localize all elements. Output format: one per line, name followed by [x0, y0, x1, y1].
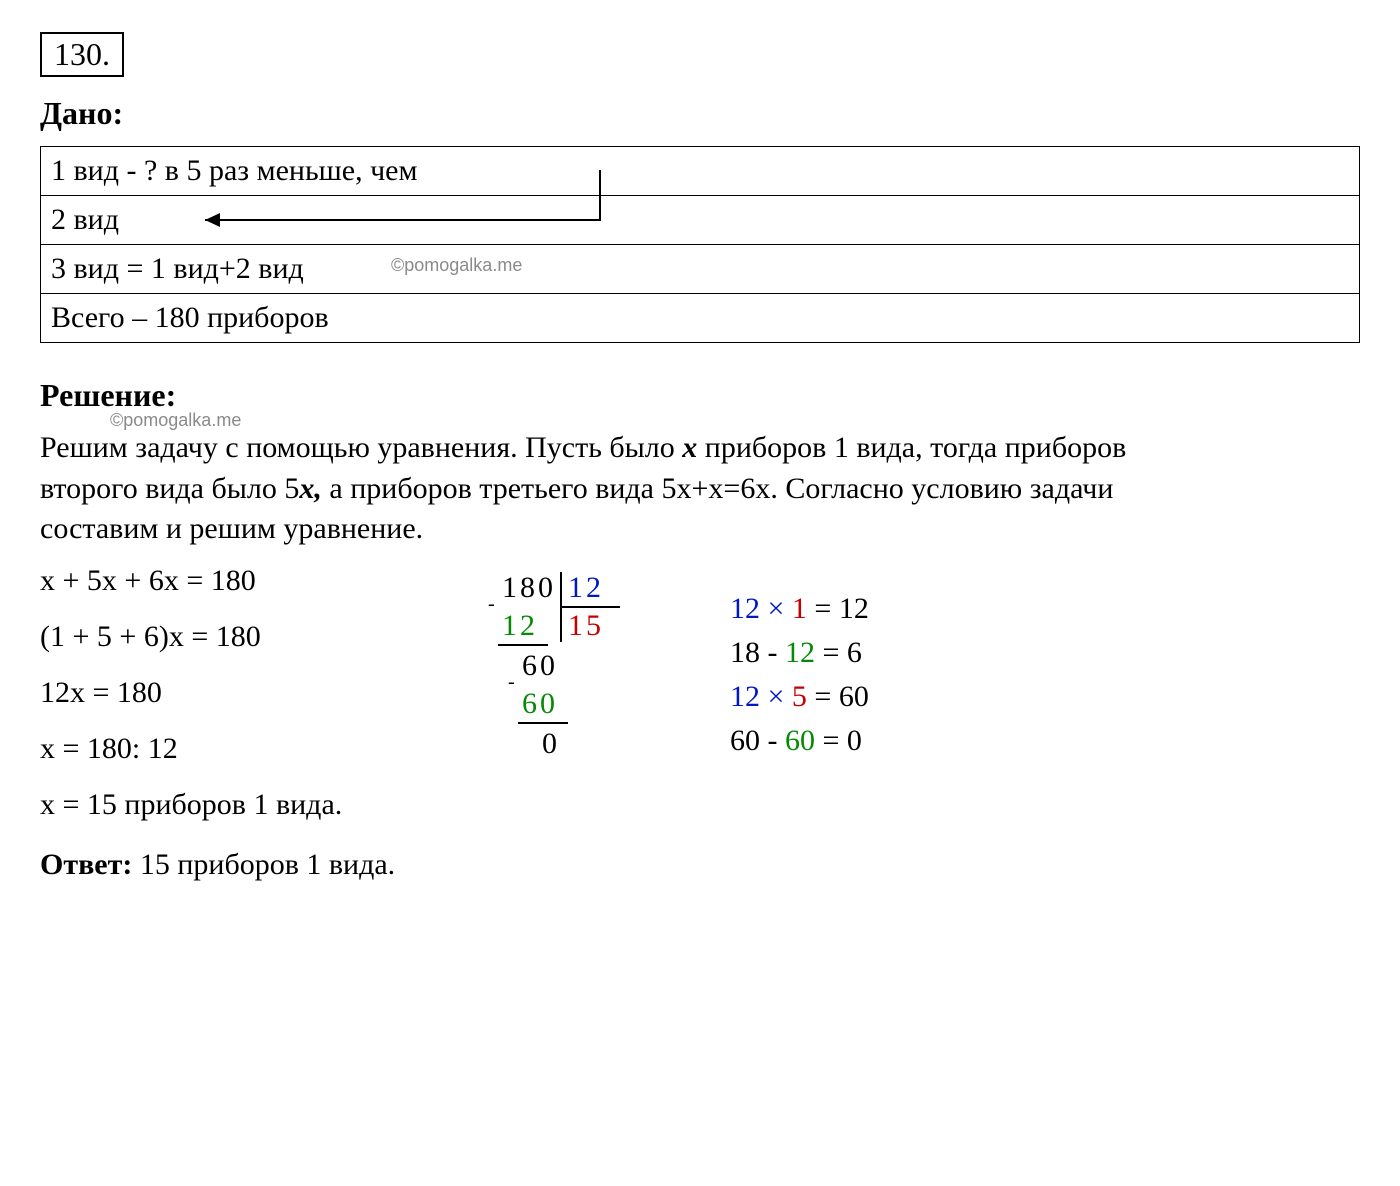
table-row: 1 вид - ? в 5 раз меньше, чем [41, 147, 1360, 196]
given-row4-text: Всего – 180 приборов [51, 301, 329, 334]
table-row: 3 вид = 1 вид+2 вид ©pomogalka.me [41, 245, 1360, 294]
given-row3-text: 3 вид = 1 вид+2 вид [51, 252, 304, 285]
equation-step: 12x = 180 [40, 676, 420, 710]
minus-icon: - [508, 670, 515, 694]
intro-var-x2: x, [299, 472, 322, 505]
sc3-mid: 5 [792, 680, 807, 713]
given-heading: Дано: [40, 95, 1360, 132]
equation-step: x = 15 приборов 1 вида. [40, 788, 420, 822]
equation-step: x = 180: 12 [40, 732, 420, 766]
ld-d1: 1 [502, 571, 517, 604]
given-table: 1 вид - ? в 5 раз меньше, чем 2 вид 3 ви… [40, 146, 1360, 343]
given-row3: 3 вид = 1 вид+2 вид ©pomogalka.me [41, 245, 1360, 294]
problem-number-box: 130. [40, 32, 124, 77]
ld-step2: 60 [522, 686, 555, 722]
ld-quotient: 15 [568, 608, 601, 644]
given-row4: Всего – 180 приборов [41, 294, 1360, 343]
intro-var-x1: x [682, 431, 697, 464]
table-row: Всего – 180 приборов [41, 294, 1360, 343]
ld-r0: 0 [540, 649, 555, 682]
ld-q5: 5 [586, 609, 601, 642]
given-row1: 1 вид - ? в 5 раз меньше, чем [41, 147, 1360, 196]
ld-s1a: 1 [502, 609, 517, 642]
ld-step1-underline [498, 644, 548, 646]
ld-final0: 0 [542, 727, 557, 760]
ld-div2: 2 [586, 571, 601, 604]
solution-intro: ©pomogalka.me Решим задачу с помощью ура… [40, 428, 1140, 550]
ld-s1b: 2 [520, 609, 535, 642]
ld-dividend: 180 [502, 570, 553, 606]
sc1-post: = 12 [807, 592, 869, 625]
side-calc-row: 12 × 1 = 12 [730, 592, 869, 626]
equation-block: x + 5x + 6x = 180 (1 + 5 + 6)x = 180 12x… [40, 564, 1360, 822]
sc1-pre: 12 × [730, 592, 792, 625]
ld-divisor: 12 [568, 570, 601, 606]
sc4-pre: 60 - [730, 724, 785, 757]
ld-r6: 6 [522, 649, 537, 682]
sc1-mid: 1 [792, 592, 807, 625]
given-row1-text: 1 вид - ? в 5 раз меньше, чем [51, 154, 417, 187]
ld-s2a: 6 [522, 687, 537, 720]
ld-div1: 1 [568, 571, 583, 604]
equation-step: (1 + 5 + 6)x = 180 [40, 620, 420, 654]
side-calc-row: 18 - 12 = 6 [730, 636, 869, 670]
ld-s2b: 0 [540, 687, 555, 720]
watermark: ©pomogalka.me [391, 255, 522, 276]
ld-d0: 0 [538, 571, 553, 604]
sc3-post: = 60 [807, 680, 869, 713]
minus-icon: - [488, 592, 495, 616]
sc2-mid: 12 [785, 636, 815, 669]
answer-text: 15 приборов 1 вида. [132, 848, 395, 881]
algebra-steps: x + 5x + 6x = 180 (1 + 5 + 6)x = 180 12x… [40, 564, 420, 822]
problem-number: 130. [54, 36, 110, 72]
ld-rem1: 60 [522, 648, 555, 684]
answer-label: Ответ: [40, 848, 132, 881]
equation-step: x + 5x + 6x = 180 [40, 564, 420, 598]
ld-step1: 12 [502, 608, 535, 644]
side-calculations: 12 × 1 = 12 18 - 12 = 6 12 × 5 = 60 60 -… [730, 592, 869, 758]
sc4-post: = 0 [815, 724, 862, 757]
sc3-pre: 12 × [730, 680, 792, 713]
sc4-mid: 60 [785, 724, 815, 757]
sc2-pre: 18 - [730, 636, 785, 669]
table-row: 2 вид [41, 196, 1360, 245]
answer-line: Ответ: 15 приборов 1 вида. [40, 848, 1360, 882]
given-row2-text: 2 вид [51, 203, 119, 236]
ld-step2-underline [518, 722, 568, 724]
given-row2: 2 вид [41, 196, 1360, 245]
side-calc-row: 60 - 60 = 0 [730, 724, 869, 758]
intro-text-1: Решим задачу с помощью уравнения. Пусть … [40, 431, 682, 464]
ld-d8: 8 [520, 571, 535, 604]
ld-q1: 1 [568, 609, 583, 642]
ld-final: 0 [542, 726, 557, 762]
side-calc-row: 12 × 5 = 60 [730, 680, 869, 714]
solution-heading: Решение: [40, 377, 1360, 414]
sc2-post: = 6 [815, 636, 862, 669]
long-division: 180 12 15 - 12 60 - 60 [490, 570, 660, 810]
